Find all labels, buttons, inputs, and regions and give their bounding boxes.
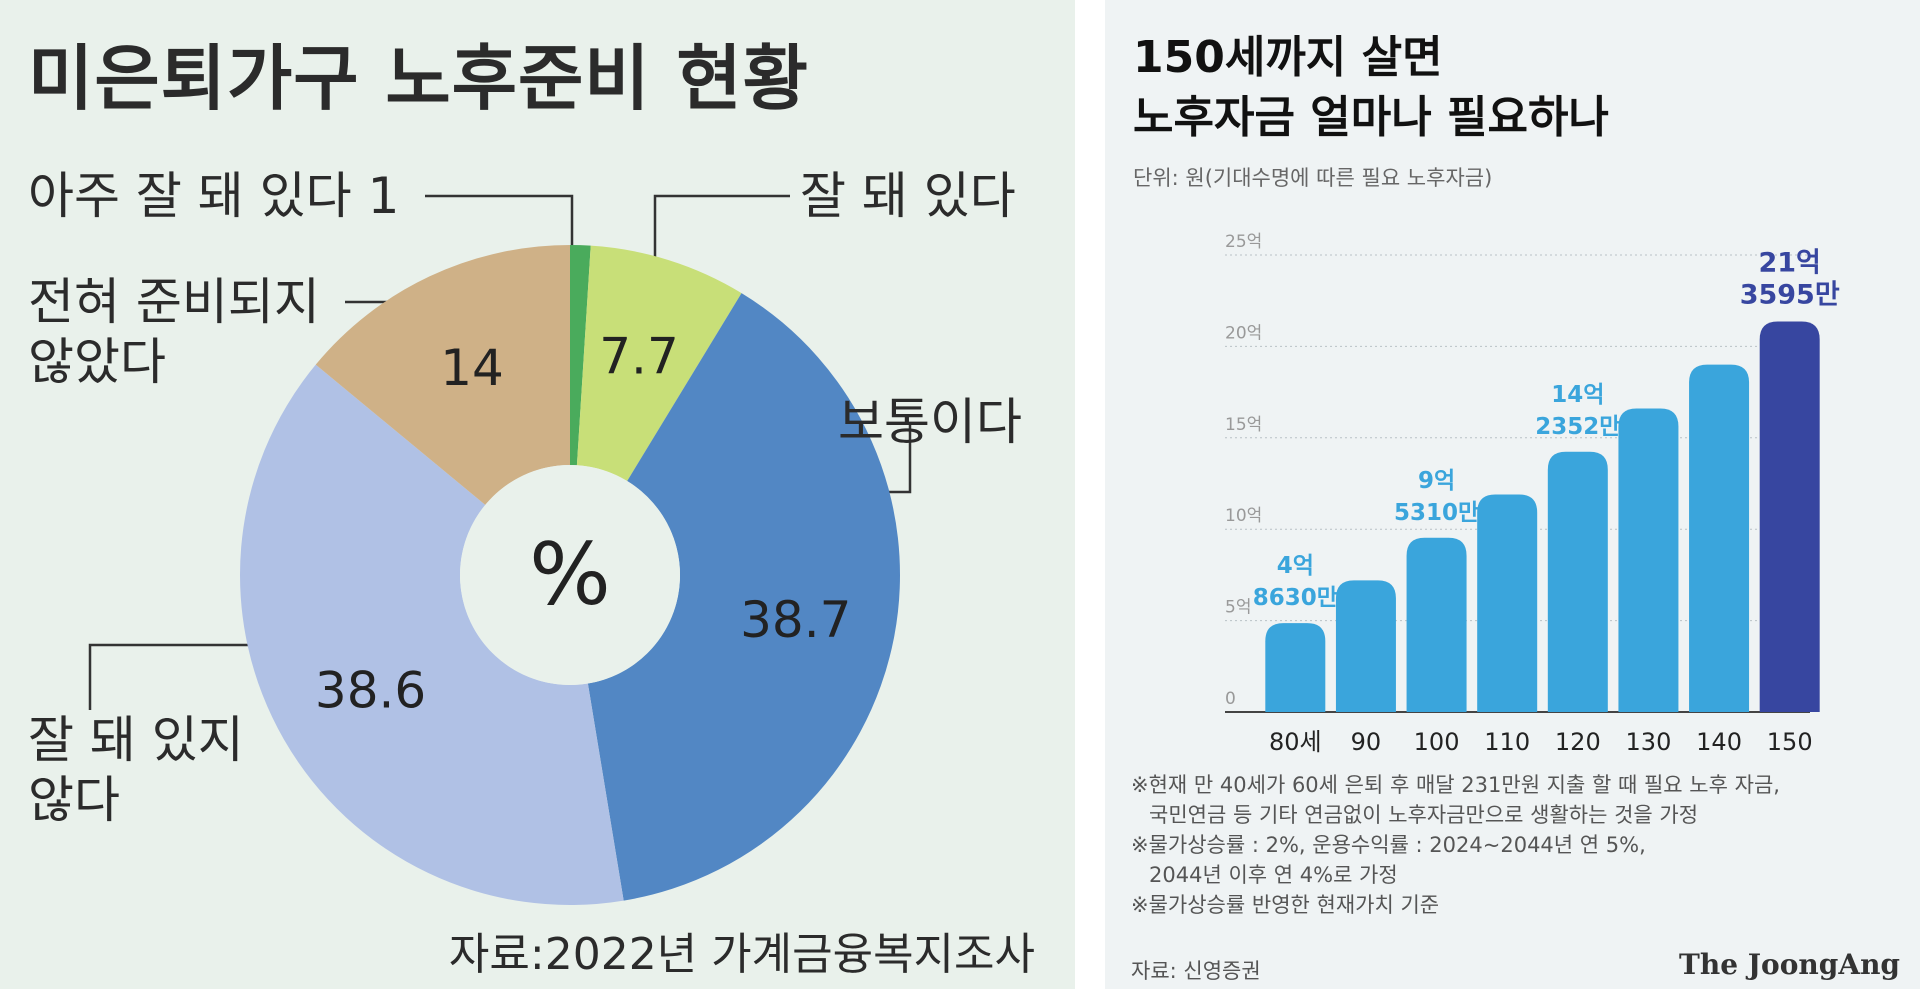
y-tick-label: 20억: [1225, 323, 1262, 343]
footnotes: ※현재 만 40세가 60세 은퇴 후 매달 231만원 지출 할 때 필요 노…: [1131, 770, 1780, 920]
unit-label: 단위: 원(기대수명에 따른 필요 노후자금): [1133, 166, 1493, 190]
slice-value-good: 7.7: [599, 328, 679, 386]
footnote-2: 국민연금 등 기타 연금없이 노후자금만으로 생활하는 것을 가정: [1149, 803, 1699, 827]
bar-6: [1689, 364, 1750, 712]
donut-panel: 미은퇴가구 노후준비 현황 % 7.7 38.7 38.6 14 아주 잘 돼 있다 …: [0, 0, 1075, 989]
y-tick-label: 10억: [1225, 506, 1262, 526]
slice-value-normal: 38.7: [740, 591, 851, 649]
chart-title: 미은퇴가구 노후준비 현황: [28, 37, 809, 120]
bar-2: [1406, 537, 1467, 712]
annotation-good: 잘 돼 있다: [800, 167, 1016, 225]
bar-0: [1265, 623, 1326, 712]
annotation-very-good: 아주 잘 돼 있다 1: [28, 167, 400, 225]
slice-value-not-prepared: 14: [440, 339, 504, 397]
x-tick-label: 80세: [1269, 728, 1322, 756]
slice-not-good: [239, 364, 624, 906]
x-tick-label: 150: [1767, 728, 1813, 756]
data-label-line1: 14억: [1551, 382, 1604, 408]
bar-chart-title-line1: 150세까지 살면: [1133, 32, 1443, 83]
y-tick-label: 5억: [1225, 598, 1251, 618]
annotation-not-good-line2: 않다: [28, 771, 120, 829]
data-label-line2: 2352만: [1535, 414, 1620, 440]
slice-normal: [587, 293, 901, 901]
panel-divider: [1075, 0, 1105, 989]
slice-very-good: [570, 245, 591, 466]
slice-good: [576, 245, 742, 482]
footnote-3: ※물가상승률 : 2%, 운용수익률 : 2024~2044년 연 5%,: [1131, 833, 1646, 857]
bar-1: [1335, 580, 1396, 712]
bar-panel: 150세까지 살면 노후자금 얼마나 필요하나 단위: 원(기대수명에 따른 필…: [1105, 0, 1920, 989]
data-label-line2: 8630만: [1253, 585, 1338, 611]
center-percent-label: %: [529, 525, 611, 625]
x-tick-label: 110: [1484, 728, 1530, 756]
data-label-line1: 9억: [1418, 468, 1455, 494]
leader-line-not-good: [88, 643, 290, 710]
brand-logo: The JoongAng: [1679, 948, 1900, 981]
left-source: 자료:2022년 가계금융복지조사: [448, 929, 1035, 980]
donut-hole: [460, 465, 680, 685]
x-tick-label: 120: [1555, 728, 1601, 756]
data-label-line1: 4억: [1277, 553, 1314, 579]
bar-chart-title: 150세까지 살면 노후자금 얼마나 필요하나: [1133, 28, 1609, 148]
footnote-4: 2044년 이후 연 4%로 가정: [1149, 863, 1398, 887]
annotation-normal: 보통이다: [838, 393, 1022, 451]
y-tick-label: 0: [1225, 689, 1236, 709]
bar-5: [1618, 408, 1679, 712]
y-tick-label: 25억: [1225, 232, 1262, 252]
footnote-1: ※현재 만 40세가 60세 은퇴 후 매달 231만원 지출 할 때 필요 노…: [1131, 773, 1780, 797]
bar-chart-title-line2: 노후자금 얼마나 필요하나: [1133, 92, 1609, 143]
slice-value-not-good: 38.6: [315, 662, 426, 720]
bar-chart: 0 5억 10억 15억 20억 25억 80세 4억 8630만 90 100 9억 5310만 11…: [1225, 232, 1840, 756]
right-source: 자료: 신영증권: [1131, 959, 1261, 983]
annotation-not-prepared-line2: 않았다: [28, 333, 166, 391]
bar-7: [1759, 321, 1820, 712]
data-label-line2: 5310만: [1394, 500, 1479, 526]
x-tick-label: 130: [1626, 728, 1672, 756]
bar-4: [1547, 451, 1608, 712]
annotation-not-good: 잘 돼 있지 않다: [28, 710, 244, 830]
annotation-not-prepared-line1: 전혀 준비되지: [28, 273, 320, 331]
footnote-5: ※물가상승률 반영한 현재가치 기준: [1131, 893, 1440, 917]
donut-chart: % 7.7 38.7 38.6 14: [88, 194, 912, 906]
slice-not-prepared: [315, 245, 570, 505]
annotation-not-prepared: 전혀 준비되지 않았다: [28, 272, 320, 392]
annotation-not-good-line1: 잘 돼 있지: [28, 711, 244, 769]
x-tick-label: 140: [1696, 728, 1742, 756]
y-tick-label: 15억: [1225, 415, 1262, 435]
x-tick-label: 90: [1351, 728, 1382, 756]
data-label-line2: 3595만: [1740, 280, 1840, 311]
bar-3: [1477, 494, 1538, 712]
data-label-line1: 21억: [1758, 248, 1820, 279]
x-tick-label: 100: [1414, 728, 1460, 756]
